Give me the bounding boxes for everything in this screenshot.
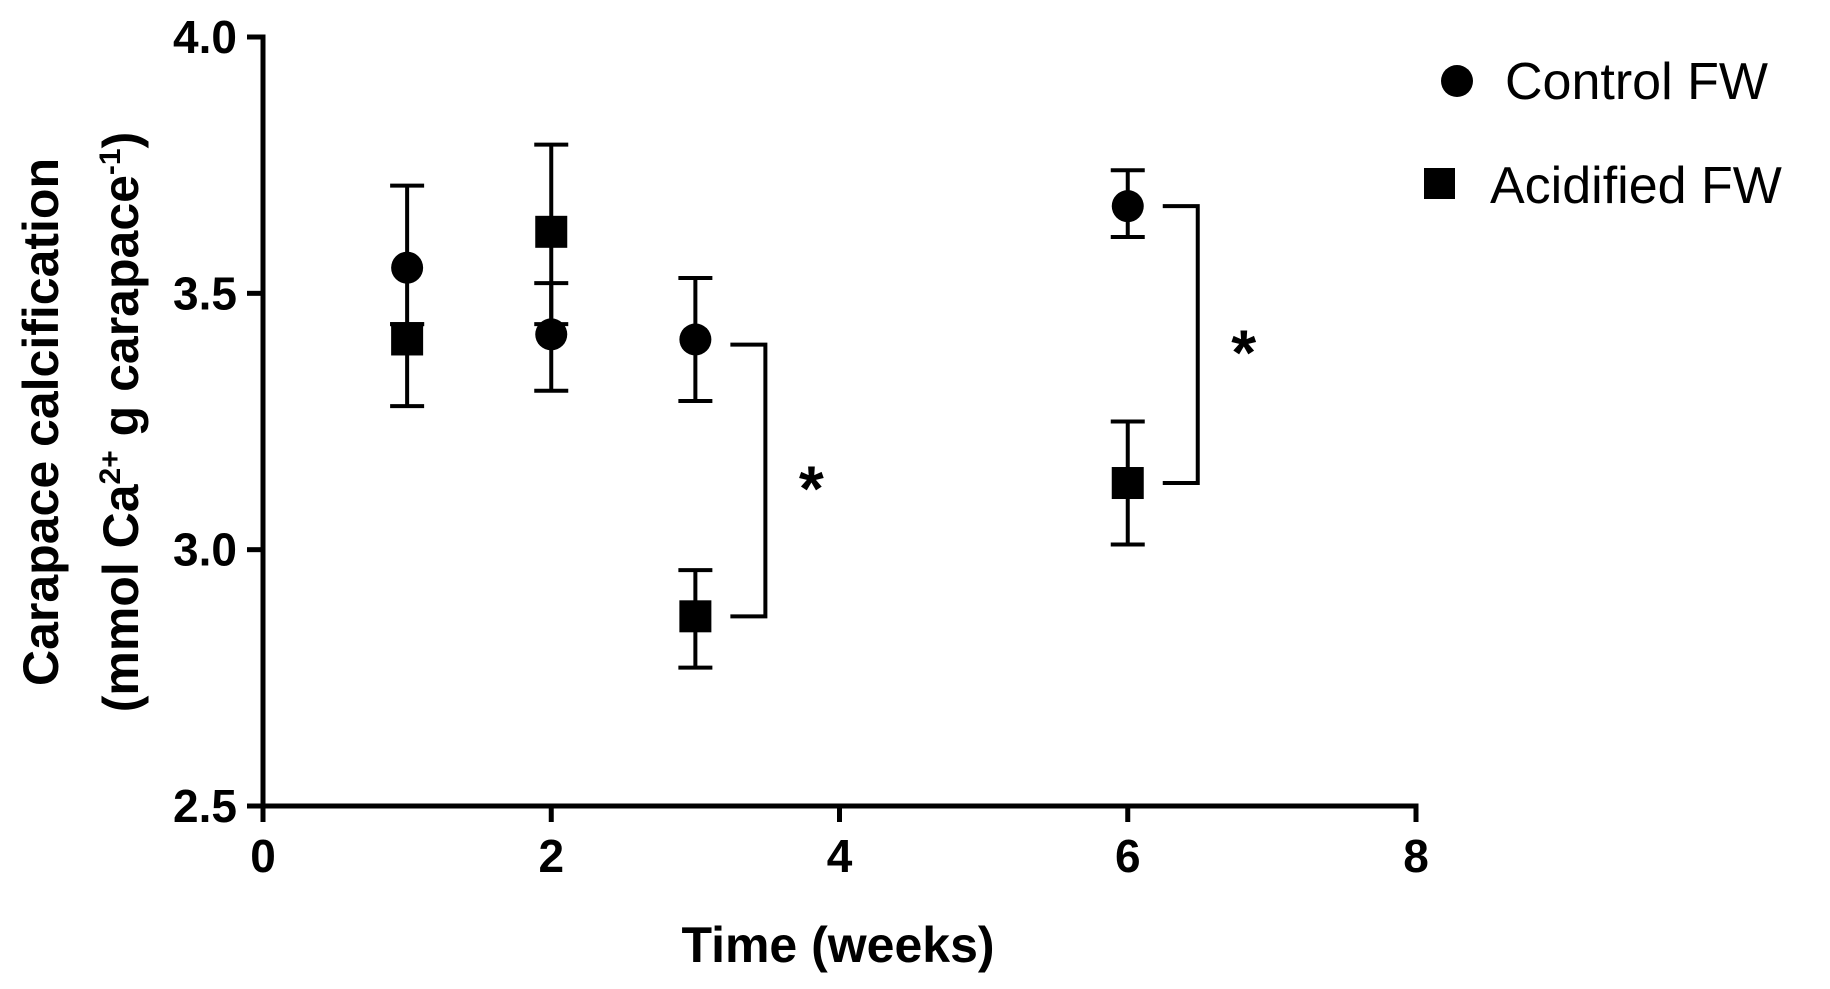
significance-star: * bbox=[799, 452, 824, 524]
x-tick-label: 6 bbox=[1115, 830, 1141, 882]
axes bbox=[260, 34, 1419, 811]
data-point-acidified bbox=[535, 215, 568, 248]
data-point-acidified bbox=[679, 600, 712, 633]
legend-marker-control bbox=[1441, 65, 1473, 97]
legend: Control FW Acidified FW bbox=[1424, 53, 1782, 215]
error-bars bbox=[390, 142, 1145, 670]
x-tick-label: 0 bbox=[250, 830, 276, 882]
significance-star: * bbox=[1231, 317, 1256, 389]
data-point-control bbox=[391, 251, 424, 284]
x-tick-label: 2 bbox=[538, 830, 564, 882]
y-tick-label: 2.5 bbox=[173, 780, 237, 832]
data-markers bbox=[391, 190, 1144, 633]
x-ticks: 0 2 4 6 8 bbox=[250, 806, 1429, 882]
legend-marker-acidified bbox=[1424, 168, 1455, 199]
data-point-acidified bbox=[391, 323, 424, 356]
legend-label-control: Control FW bbox=[1505, 53, 1768, 111]
significance-bracket bbox=[1162, 204, 1200, 486]
data-point-control bbox=[1111, 190, 1144, 223]
legend-label-acidified: Acidified FW bbox=[1490, 157, 1782, 215]
y-tick-label: 3.5 bbox=[173, 267, 237, 319]
y-tick-label: 3.0 bbox=[173, 524, 237, 576]
y-axis-title-line1: Carapace calcification bbox=[13, 158, 69, 686]
y-tick-label: 4.0 bbox=[173, 11, 237, 63]
significance-bracket bbox=[730, 342, 768, 619]
x-axis-title: Time (weeks) bbox=[681, 917, 994, 973]
data-point-acidified bbox=[1111, 467, 1144, 500]
data-point-control bbox=[535, 318, 568, 351]
x-tick-label: 4 bbox=[827, 830, 853, 882]
y-ticks: 2.5 3.0 3.5 4.0 bbox=[173, 11, 263, 832]
significance-brackets: ** bbox=[730, 204, 1256, 619]
y-axis-title-line2: (mmol Ca2+ g carapace-1) bbox=[93, 132, 149, 713]
x-tick-label: 8 bbox=[1403, 830, 1429, 882]
data-point-control bbox=[679, 323, 712, 356]
